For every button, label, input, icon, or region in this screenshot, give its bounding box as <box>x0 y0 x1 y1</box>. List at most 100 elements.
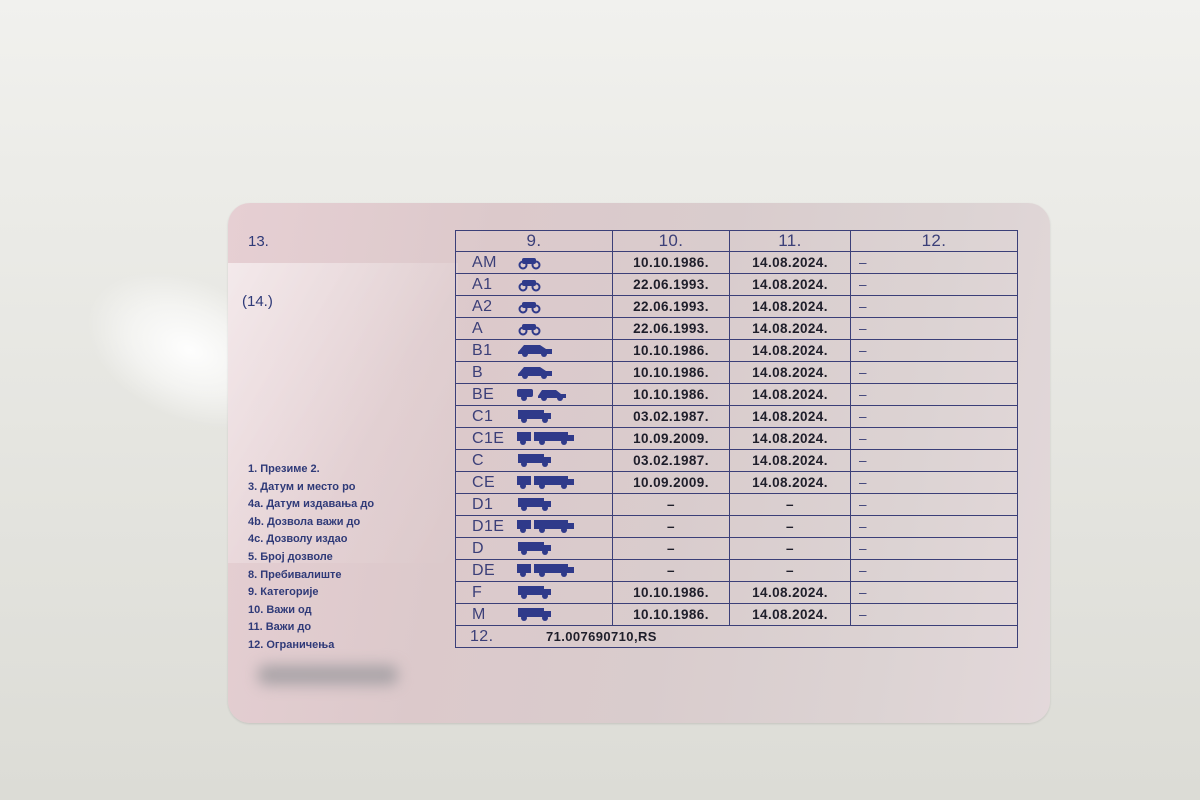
restrictions-cell: – <box>850 361 1018 384</box>
valid-to-cell: 14.08.2024. <box>729 273 851 296</box>
restrictions-cell: – <box>850 383 1018 406</box>
restrictions-cell: – <box>850 537 1018 560</box>
legend-item: 12. Ограничења <box>248 638 335 651</box>
minibus-icon <box>516 496 554 513</box>
table-row: A 22.06.1993. 14.08.2024. – <box>455 317 1018 340</box>
valid-to-cell: 14.08.2024. <box>729 295 851 318</box>
valid-to-cell: 14.08.2024. <box>729 361 851 384</box>
redacted-signature <box>258 665 398 685</box>
legend-item: 8. Пребивалиште <box>248 568 342 581</box>
category-code: CE <box>472 473 496 491</box>
table-row: C1E 10.09.2009. 14.08.2024. – <box>455 427 1018 450</box>
valid-from-cell: – <box>612 515 730 538</box>
table-row: A1 22.06.1993. 14.08.2024. – <box>455 273 1018 296</box>
category-cell: A <box>455 317 613 340</box>
category-cell: B <box>455 361 613 384</box>
header-cell: 10. <box>612 230 730 252</box>
table-row: C1 03.02.1987. 14.08.2024. – <box>455 405 1018 428</box>
legend-item: 5. Број дозволе <box>248 550 333 563</box>
moped-icon <box>516 254 548 271</box>
valid-to-cell: 14.08.2024. <box>729 471 851 494</box>
card-glare <box>228 263 458 563</box>
bus-trailer-icon <box>516 562 576 579</box>
table-row: F 10.10.1986. 14.08.2024. – <box>455 581 1018 604</box>
category-cell: C <box>455 449 613 472</box>
table-row: D1– – – <box>455 493 1018 516</box>
restrictions-cell: – <box>850 273 1018 296</box>
category-code: AM <box>472 253 497 271</box>
valid-from-cell: 03.02.1987. <box>612 405 730 428</box>
valid-from-cell: 10.09.2009. <box>612 427 730 450</box>
footer-value: 71.007690710,RS <box>546 628 657 644</box>
table-row: M 10.10.1986. 14.08.2024. – <box>455 603 1018 626</box>
tractor-icon <box>516 584 554 601</box>
restrictions-cell: – <box>850 405 1018 428</box>
category-cell: D1E <box>455 515 613 538</box>
machine-icon <box>516 606 554 623</box>
category-code: B <box>472 363 484 381</box>
category-code: B1 <box>472 341 493 359</box>
valid-to-cell: 14.08.2024. <box>729 339 851 362</box>
table-footer-row: 12. 71.007690710,RS <box>455 625 1018 648</box>
footer-cell: 12. 71.007690710,RS <box>455 625 1018 648</box>
header-cell: 11. <box>729 230 851 252</box>
category-cell: C1 <box>455 405 613 428</box>
category-cell: M <box>455 603 613 626</box>
category-cell: AM <box>455 251 613 274</box>
legend-item: 4b. Дозвола важи до <box>248 515 361 528</box>
valid-from-cell: 10.10.1986. <box>612 339 730 362</box>
header-cell: 12. <box>850 230 1018 252</box>
valid-to-cell: – <box>729 493 851 516</box>
restrictions-cell: – <box>850 581 1018 604</box>
legend-item: 11. Важи до <box>248 621 312 634</box>
motorcycle-icon <box>516 320 548 337</box>
motorcycle-icon <box>516 298 548 315</box>
valid-from-cell: – <box>612 537 730 560</box>
category-cell: F <box>455 581 613 604</box>
truck-icon <box>516 408 554 425</box>
category-code: C <box>472 451 484 469</box>
category-cell: A1 <box>455 273 613 296</box>
category-code: D1 <box>472 495 494 513</box>
valid-from-cell: 22.06.1993. <box>612 295 730 318</box>
table-row: AM 10.10.1986. 14.08.2024. – <box>455 251 1018 274</box>
valid-to-cell: – <box>729 537 851 560</box>
restrictions-cell: – <box>850 449 1018 472</box>
category-code: A <box>472 319 484 337</box>
header-cell: 9. <box>455 230 613 252</box>
valid-from-cell: 22.06.1993. <box>612 317 730 340</box>
category-code: M <box>472 605 486 623</box>
category-cell: B1 <box>455 339 613 362</box>
legend-item: 4c. Дозволу издао <box>248 533 348 546</box>
valid-to-cell: 14.08.2024. <box>729 603 851 626</box>
table-row: B1 10.10.1986. 14.08.2024. – <box>455 339 1018 362</box>
truck-trailer-icon <box>516 474 576 491</box>
category-code: DE <box>472 561 496 579</box>
valid-from-cell: 10.10.1986. <box>612 361 730 384</box>
category-code: BE <box>472 385 495 403</box>
category-cell: D <box>455 537 613 560</box>
table-row: A2 22.06.1993. 14.08.2024. – <box>455 295 1018 318</box>
restrictions-cell: – <box>850 295 1018 318</box>
restrictions-cell: – <box>850 427 1018 450</box>
truck-trailer-icon <box>516 430 576 447</box>
table-row: B 10.10.1986. 14.08.2024. – <box>455 361 1018 384</box>
category-cell: D1 <box>455 493 613 516</box>
table-row: C 03.02.1987. 14.08.2024. – <box>455 449 1018 472</box>
footer-label: 12. <box>470 627 494 645</box>
category-cell: BE <box>455 383 613 406</box>
category-cell: DE <box>455 559 613 582</box>
table-row: CE 10.09.2009. 14.08.2024. – <box>455 471 1018 494</box>
table-row: D1E – – – <box>455 515 1018 538</box>
valid-to-cell: 14.08.2024. <box>729 405 851 428</box>
small-car-icon <box>516 342 556 359</box>
bus-icon <box>516 540 554 557</box>
table-header: 9. 10. 11. 12. <box>455 230 1018 252</box>
truck-icon <box>516 452 554 469</box>
category-cell: A2 <box>455 295 613 318</box>
field-legend: 1. Презиме 2. 3. Датум и место ро 4а. Дату… <box>248 461 448 655</box>
scooter-icon <box>516 276 548 293</box>
minibus-trailer-icon <box>516 518 576 535</box>
field-13-label: 13. <box>248 233 269 250</box>
valid-to-cell: 14.08.2024. <box>729 383 851 406</box>
